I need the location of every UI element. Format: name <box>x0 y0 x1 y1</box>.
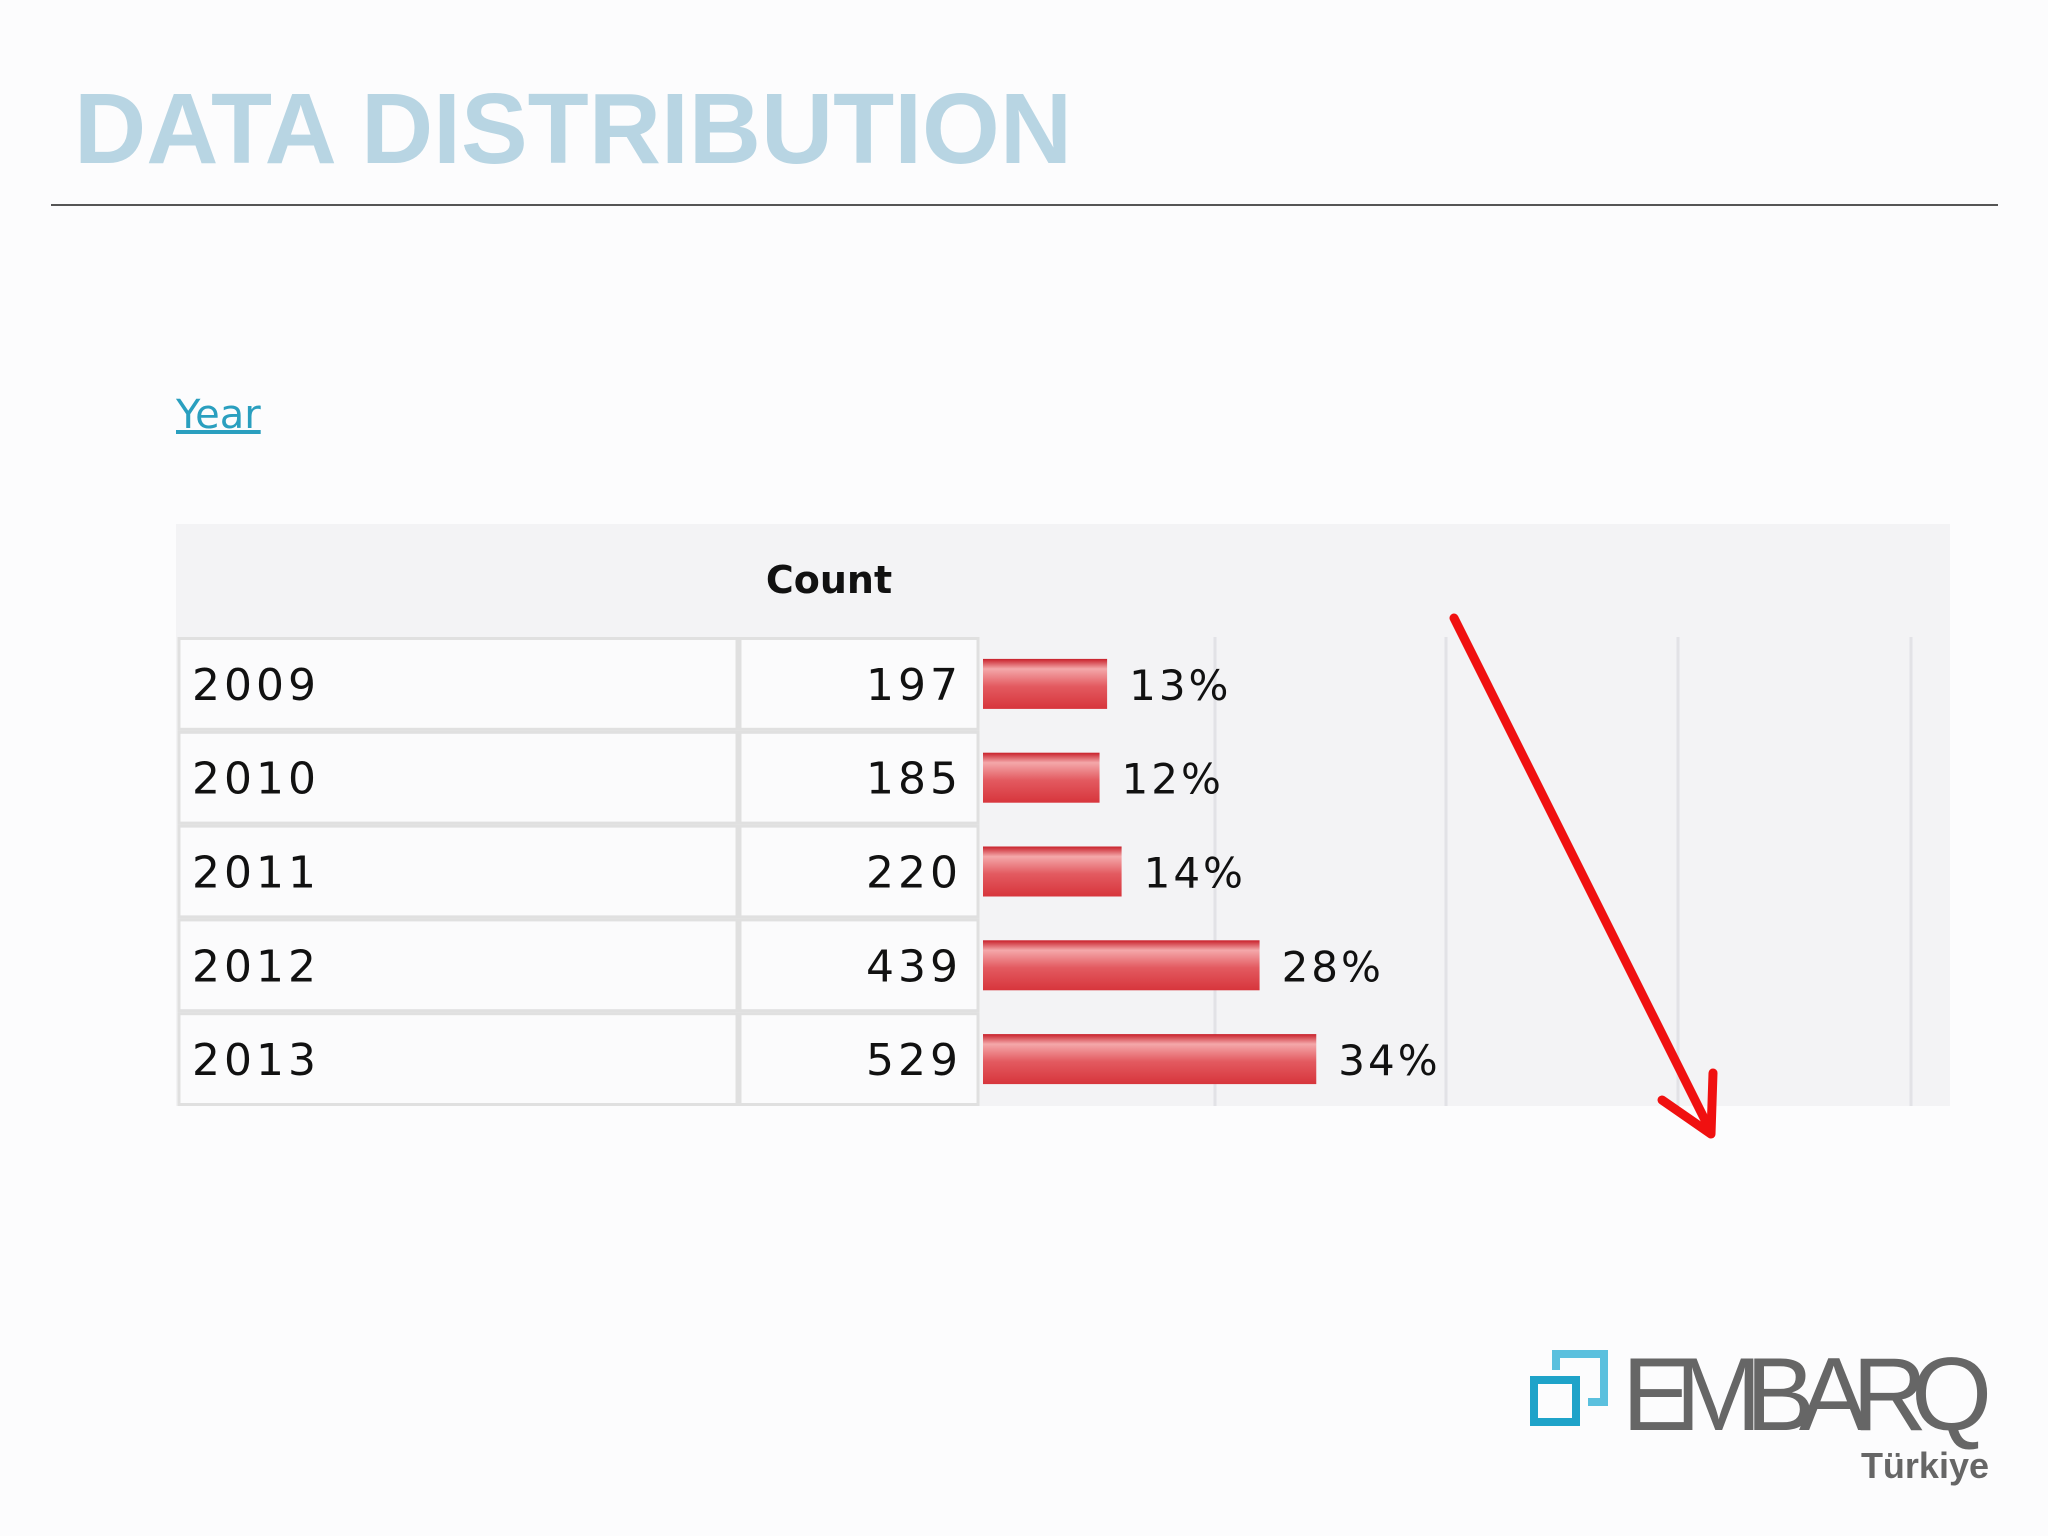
year-cell <box>177 730 739 825</box>
count-cell <box>738 824 980 919</box>
count-cell <box>738 918 980 1013</box>
bar-grid <box>1213 637 1913 1106</box>
percent: 12% <box>1122 755 1224 804</box>
count: 197 <box>866 660 962 711</box>
percent: 13% <box>1129 661 1231 710</box>
year: 2013 <box>192 1035 320 1086</box>
year-link[interactable]: Year <box>175 392 261 438</box>
year-cell <box>177 1012 739 1107</box>
bar <box>983 1034 1317 1085</box>
bar <box>983 752 1100 803</box>
red-arrow <box>1449 613 1718 1139</box>
column-header: Count <box>766 558 892 602</box>
table-rows: 2009 197 13% 2010 185 12% 2011 220 14% 2012 439 28%… <box>177 637 1440 1107</box>
count: 185 <box>866 754 962 805</box>
count-cell <box>738 637 980 731</box>
percent: 34% <box>1338 1036 1440 1085</box>
count-cell <box>738 1012 980 1107</box>
count: 220 <box>866 848 962 899</box>
count: 439 <box>866 941 962 992</box>
year: 2010 <box>192 754 320 805</box>
logo-name: EMBARQ <box>1622 1337 1992 1453</box>
year: 2011 <box>192 848 320 899</box>
count-cell <box>738 730 980 825</box>
year: 2012 <box>192 941 320 992</box>
slide-title: DATA DISTRIBUTION <box>74 73 1072 185</box>
percent: 14% <box>1144 849 1246 898</box>
bar <box>983 846 1122 897</box>
year-cell <box>177 824 739 919</box>
year-cell <box>177 637 739 731</box>
count: 529 <box>866 1035 962 1086</box>
logo-region: Türkiye <box>1861 1445 1989 1486</box>
bar <box>983 940 1260 991</box>
logo: EMBARQ Türkiye <box>1530 1337 1992 1486</box>
year: 2009 <box>192 660 320 711</box>
percent: 28% <box>1282 942 1384 991</box>
bar <box>983 658 1108 709</box>
year-cell <box>177 918 739 1013</box>
